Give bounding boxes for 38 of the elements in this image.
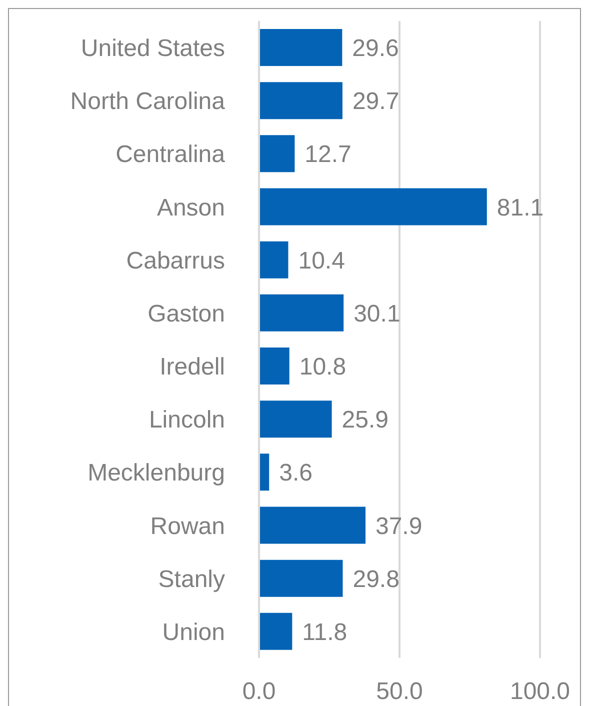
data-label: 12.7 bbox=[304, 141, 352, 168]
bar bbox=[259, 400, 332, 438]
bar bbox=[259, 506, 366, 544]
y-tick-label: Stanly bbox=[158, 566, 225, 593]
bar bbox=[259, 82, 342, 120]
bar bbox=[259, 135, 295, 172]
y-tick-label: Lincoln bbox=[148, 406, 225, 434]
data-label: 37.9 bbox=[376, 512, 422, 540]
y-tick-label: Mecklenburg bbox=[88, 460, 225, 487]
bar bbox=[259, 294, 344, 332]
data-label: 29.6 bbox=[352, 35, 399, 62]
x-tick-label: 0.0 bbox=[242, 678, 276, 706]
y-tick-label: Rowan bbox=[150, 512, 225, 540]
y-tick-label: Cabarrus bbox=[126, 247, 225, 274]
y-tick-label: Gaston bbox=[148, 300, 225, 328]
bar bbox=[259, 29, 342, 66]
bar bbox=[259, 560, 343, 597]
data-label: 30.1 bbox=[354, 300, 400, 328]
data-label: 11.8 bbox=[302, 618, 348, 646]
data-label: 29.7 bbox=[352, 88, 400, 116]
data-label: 3.6 bbox=[279, 460, 312, 487]
bar bbox=[259, 612, 292, 650]
y-tick-label: Centralina bbox=[116, 141, 226, 168]
y-tick-label: Union bbox=[162, 618, 225, 646]
data-label: 81.1 bbox=[496, 194, 544, 222]
y-tick-label: North Carolina bbox=[70, 88, 226, 116]
y-tick-label: United States bbox=[80, 35, 225, 62]
data-label: 10.4 bbox=[298, 247, 345, 274]
bar bbox=[259, 188, 487, 226]
x-tick-label: 50.0 bbox=[376, 678, 423, 706]
bar bbox=[259, 241, 288, 278]
bar bbox=[259, 348, 290, 384]
x-tick-label: 100.0 bbox=[510, 678, 570, 706]
data-label: 25.9 bbox=[342, 406, 388, 434]
data-label: 10.8 bbox=[299, 354, 346, 381]
data-label: 29.8 bbox=[352, 566, 400, 593]
y-tick-label: Iredell bbox=[160, 354, 225, 381]
y-tick-label: Anson bbox=[156, 194, 225, 222]
